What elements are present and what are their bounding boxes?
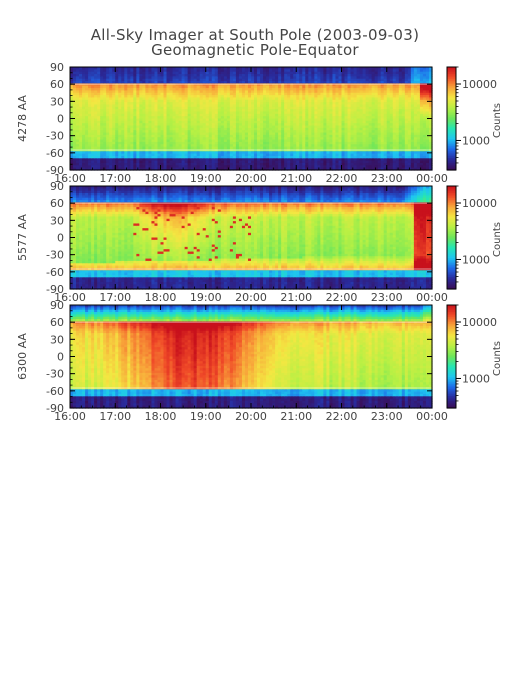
colorbar-frame (446, 66, 457, 171)
y-tick-label: -90 (46, 164, 64, 177)
heatmap-cells (70, 67, 433, 171)
x-tick-label: 16:00 (54, 291, 86, 304)
chart-subtitle: Geomagnetic Pole-Equator (151, 41, 359, 59)
x-tick-label: 23:00 (371, 172, 403, 185)
y-tick-label: -30 (46, 368, 64, 381)
x-tick-label: 21:00 (280, 410, 312, 423)
panel-label: 5577 AA (16, 214, 29, 261)
x-tick-label: 21:00 (280, 172, 312, 185)
x-tick-label: 17:00 (99, 172, 131, 185)
panel-label: 6300 AA (16, 333, 29, 380)
y-tick-label: -90 (46, 283, 64, 296)
colorbar-tick-label: 10000 (462, 78, 497, 91)
colorbar-tick-label: 1000 (462, 134, 490, 147)
y-tick-label: 30 (50, 95, 64, 108)
y-tick-label: 0 (57, 351, 64, 364)
x-tick-label: 16:00 (54, 172, 86, 185)
x-tick-label: 16:00 (54, 410, 86, 423)
x-tick-label: 19:00 (190, 291, 222, 304)
x-tick-label: 23:00 (371, 291, 403, 304)
x-tick-label: 23:00 (371, 410, 403, 423)
colorbar-tick-label: 1000 (462, 253, 490, 266)
y-tick-label: 30 (50, 214, 64, 227)
y-tick-label: -30 (46, 130, 64, 143)
x-tick-label: 19:00 (190, 410, 222, 423)
y-tick-label: 60 (50, 78, 64, 91)
x-tick-label: 00:00 (416, 291, 448, 304)
y-tick-label: 0 (57, 232, 64, 245)
y-tick-label: -60 (46, 147, 64, 160)
colorbar-tick-label: 10000 (462, 197, 497, 210)
y-tick-label: 0 (57, 113, 64, 126)
x-tick-label: 17:00 (99, 291, 131, 304)
y-tick-label: -30 (46, 249, 64, 262)
x-tick-label: 18:00 (145, 410, 177, 423)
x-tick-label: 18:00 (145, 172, 177, 185)
y-tick-label: -60 (46, 266, 64, 279)
y-tick-label: 90 (50, 299, 64, 312)
x-tick-label: 18:00 (145, 291, 177, 304)
x-tick-label: 20:00 (235, 291, 267, 304)
x-tick-label: 21:00 (280, 291, 312, 304)
x-tick-label: 22:00 (326, 172, 358, 185)
y-tick-label: 60 (50, 197, 64, 210)
x-tick-label: 22:00 (326, 291, 358, 304)
colorbar-label: Counts (492, 341, 503, 376)
x-tick-label: 20:00 (235, 172, 267, 185)
y-tick-label: 30 (50, 333, 64, 346)
colorbar-label: Counts (492, 222, 503, 257)
colorbar-frame (446, 304, 457, 409)
y-tick-label: 60 (50, 316, 64, 329)
heatmap-cells (70, 186, 433, 290)
y-tick-label: -90 (46, 402, 64, 415)
colorbar-label: Counts (492, 103, 503, 138)
x-tick-label: 19:00 (190, 172, 222, 185)
x-tick-label: 22:00 (326, 410, 358, 423)
colorbar-tick-label: 10000 (462, 316, 497, 329)
x-tick-label: 17:00 (99, 410, 131, 423)
x-tick-label: 00:00 (416, 172, 448, 185)
x-tick-label: 20:00 (235, 410, 267, 423)
y-tick-label: -60 (46, 385, 64, 398)
y-tick-label: 90 (50, 61, 64, 74)
x-tick-label: 00:00 (416, 410, 448, 423)
colorbar-tick-label: 1000 (462, 372, 490, 385)
chart-title: All-Sky Imager at South Pole (2003-09-03… (90, 26, 420, 44)
panel-label: 4278 AA (16, 95, 29, 142)
heatmap-cells (70, 305, 433, 409)
colorbar-frame (446, 185, 457, 290)
y-tick-label: 90 (50, 180, 64, 193)
